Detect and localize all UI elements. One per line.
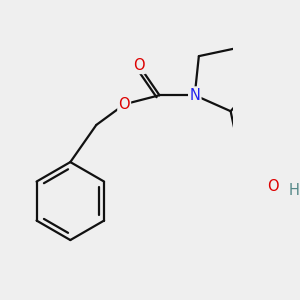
Text: O: O (118, 97, 130, 112)
Text: N: N (189, 88, 200, 103)
Text: O: O (133, 58, 145, 73)
Text: N: N (189, 88, 200, 103)
Text: H: H (288, 183, 299, 198)
Text: O: O (268, 179, 279, 194)
